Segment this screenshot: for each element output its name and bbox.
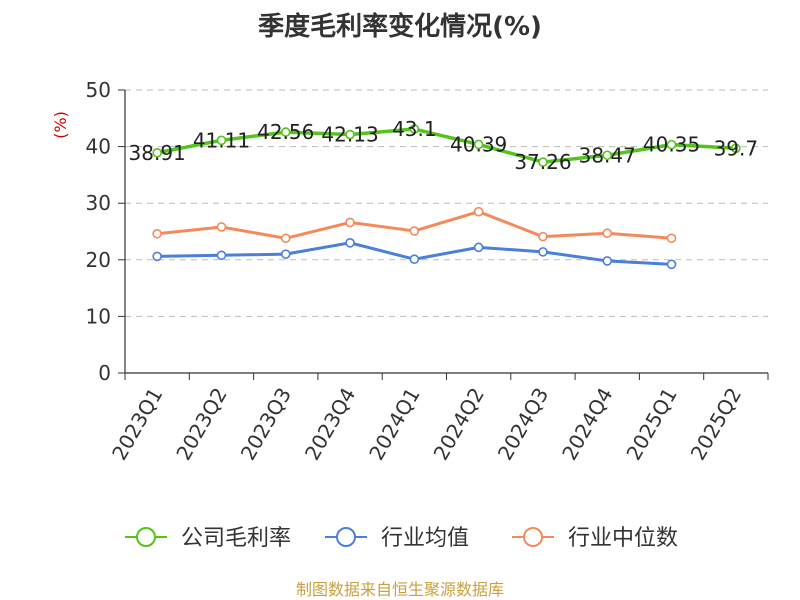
data-point — [345, 238, 355, 248]
data-point — [473, 242, 484, 253]
data-point — [280, 127, 291, 137]
data-point — [602, 256, 613, 266]
data-point — [345, 129, 355, 140]
legend-marker — [336, 527, 356, 547]
data-point — [152, 251, 162, 262]
data-point — [538, 231, 548, 242]
x-tick-label: 2023Q2 — [171, 384, 231, 465]
data-label: 40.39 — [450, 132, 507, 156]
y-tick-label: 20 — [86, 248, 111, 272]
y-axis-label: (%) — [51, 111, 70, 139]
x-tick-label: 2024Q1 — [364, 384, 424, 465]
legend: 公司毛利率 行业均值 行业中位数 — [125, 526, 678, 551]
data-label: 38.91 — [129, 141, 186, 165]
data-label: 42.56 — [257, 120, 314, 144]
data-point — [409, 254, 420, 265]
legend-label: 行业均值 — [381, 526, 469, 551]
data-point — [216, 135, 227, 146]
legend-marker — [523, 527, 543, 547]
y-tick-label: 50 — [86, 78, 111, 102]
data-point — [602, 228, 613, 238]
data-point — [666, 259, 677, 270]
data-point — [216, 222, 227, 232]
x-tick-label: 2025Q2 — [686, 384, 746, 465]
x-tick-label: 2025Q1 — [621, 384, 681, 465]
chart-title: 季度毛利率变化情况(%) — [258, 11, 542, 42]
data-label: 43.1 — [392, 117, 437, 141]
data-label: 40.35 — [643, 133, 700, 157]
data-point — [666, 233, 677, 244]
data-point — [345, 217, 355, 228]
legend-label: 行业中位数 — [568, 526, 678, 551]
data-label: 41.11 — [193, 128, 250, 152]
x-tick-label: 2024Q4 — [557, 384, 617, 465]
data-point — [473, 206, 484, 217]
series-line — [155, 127, 738, 164]
data-point — [538, 157, 548, 167]
data-point — [409, 226, 420, 236]
legend-marker — [136, 527, 156, 547]
legend-label: 公司毛利率 — [181, 526, 291, 551]
data-point — [666, 139, 677, 150]
data-point — [152, 147, 162, 158]
data-point — [473, 139, 484, 150]
data-label: 39.7 — [714, 136, 759, 160]
data-point — [280, 233, 291, 244]
y-tick-label: 30 — [86, 191, 111, 215]
x-tick-label: 2023Q4 — [300, 384, 360, 465]
series-lines — [152, 124, 741, 270]
data-point — [280, 249, 291, 259]
data-label: 42.13 — [321, 123, 378, 147]
data-point — [731, 143, 741, 154]
data-point — [538, 247, 548, 257]
data-point — [409, 124, 420, 134]
x-tick-label: 2024Q3 — [493, 384, 553, 465]
y-tick-label: 0 — [98, 361, 111, 385]
data-label: 38.47 — [579, 143, 636, 167]
data-labels: 38.91 41.11 42.56 42.13 43.1 40.39 37.26 38.47 4… — [129, 117, 759, 174]
source-note: 制图数据来自恒生聚源数据库 — [296, 580, 504, 599]
y-tick-label: 40 — [86, 135, 111, 159]
grid-lines — [125, 89, 768, 317]
x-tick-label: 2024Q2 — [429, 384, 489, 465]
data-point — [216, 250, 227, 261]
data-point — [602, 150, 613, 161]
data-point — [152, 228, 162, 239]
x-tick-label: 2023Q1 — [107, 384, 167, 465]
data-label: 37.26 — [514, 150, 571, 174]
y-tick-label: 10 — [86, 304, 111, 328]
x-tick-label: 2023Q3 — [236, 384, 296, 465]
